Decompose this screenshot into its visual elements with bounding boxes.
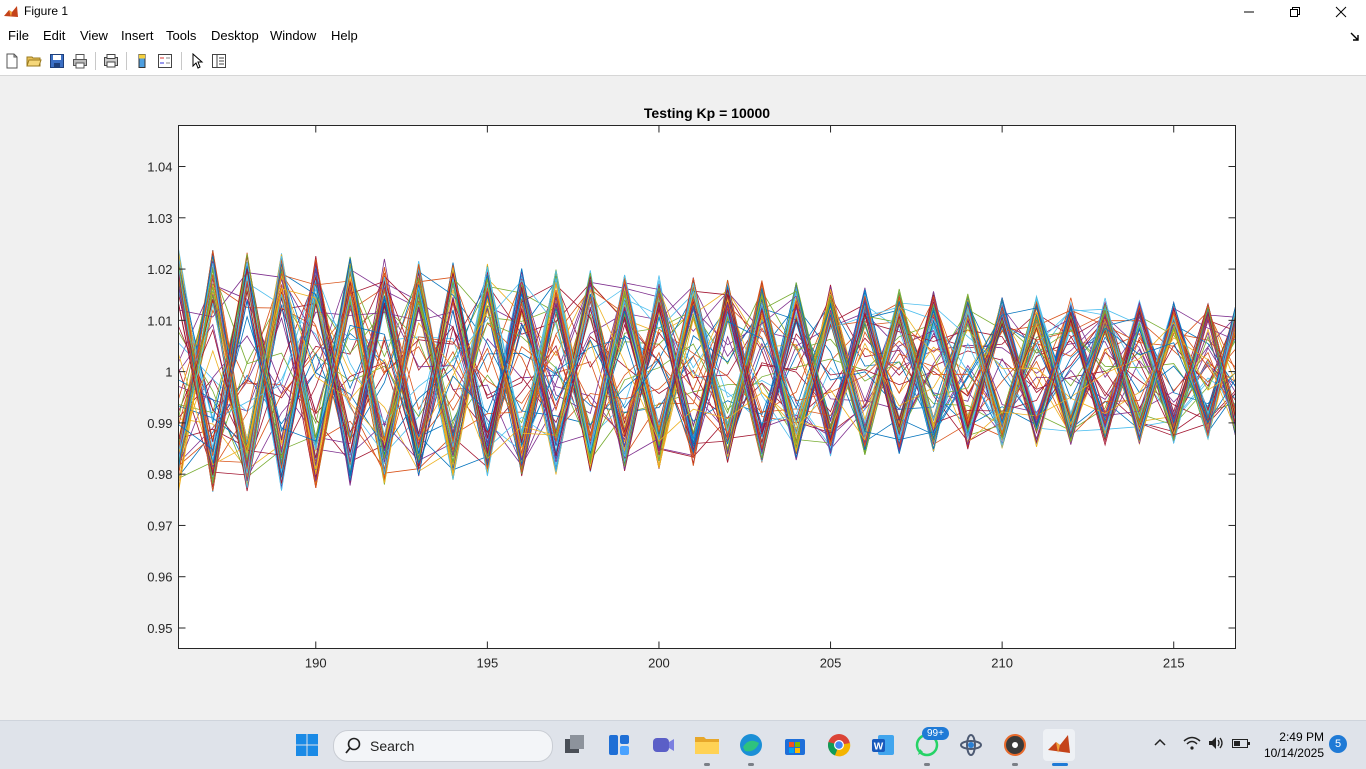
- series-layer: [178, 248, 1236, 493]
- y-tick-label: 0.97: [147, 518, 172, 533]
- open-file-icon[interactable]: [24, 51, 44, 71]
- series-line: [178, 274, 1236, 455]
- edit-plot-icon[interactable]: [187, 51, 207, 71]
- maximize-button[interactable]: [1272, 0, 1318, 24]
- y-tick-label: 1.04: [147, 160, 172, 175]
- ticks-layer: 190 195 200 205 210 215 0.95 0.96 0.97 0.98 0.99 1 1…: [147, 125, 1236, 671]
- y-tick-label: 1: [165, 365, 172, 380]
- app-icon[interactable]: [955, 729, 987, 761]
- axes-box: [178, 125, 1236, 649]
- menu-insert[interactable]: Insert: [121, 28, 154, 43]
- menu-file[interactable]: File: [8, 28, 29, 43]
- series-line: [178, 304, 1236, 464]
- battery-icon[interactable]: [1231, 735, 1251, 756]
- chart-title: Testing Kp = 10000: [644, 105, 770, 121]
- series-line: [178, 275, 1236, 457]
- series-line: [178, 259, 1236, 492]
- system-clock[interactable]: 2:49 PM 10/14/2025: [1258, 729, 1324, 761]
- series-line: [178, 272, 1236, 467]
- y-tick-label: 1.02: [147, 262, 172, 277]
- menu-help[interactable]: Help: [331, 28, 358, 43]
- notification-badge[interactable]: 5: [1329, 735, 1347, 753]
- line-chart[interactable]: Testing Kp = 10000 190 195 200 205 210 215 0.9…: [0, 76, 1366, 720]
- menu-window[interactable]: Window: [270, 28, 317, 43]
- series-line: [178, 272, 1236, 471]
- search-icon: [344, 737, 362, 760]
- colorbar-icon[interactable]: [132, 51, 152, 71]
- search-label: Search: [370, 738, 415, 754]
- toolbar-separator: [181, 52, 182, 70]
- word-icon[interactable]: W: [867, 729, 899, 761]
- teams-icon[interactable]: [647, 729, 679, 761]
- print-preview-icon[interactable]: [101, 51, 121, 71]
- toolbar-separator: [126, 52, 127, 70]
- active-indicator: [1052, 763, 1068, 766]
- title-bar: Figure 1: [0, 0, 1366, 24]
- x-tick-label: 200: [648, 656, 670, 671]
- running-indicator: [1012, 763, 1018, 766]
- whatsapp-badge: 99+: [922, 727, 949, 740]
- x-tick-label: 190: [305, 656, 327, 671]
- wifi-icon[interactable]: [1183, 735, 1201, 756]
- media-icon[interactable]: [999, 729, 1031, 761]
- print-icon[interactable]: [70, 51, 90, 71]
- window-title: Figure 1: [24, 4, 69, 18]
- property-editor-icon[interactable]: [209, 51, 229, 71]
- x-tick-label: 195: [477, 656, 499, 671]
- menu-bar: File Edit View Insert Tools Desktop Wind…: [0, 24, 1366, 47]
- running-indicator: [924, 763, 930, 766]
- close-button[interactable]: [1318, 0, 1364, 24]
- taskbar-search[interactable]: Search: [333, 730, 553, 762]
- x-tick-label: 210: [991, 656, 1013, 671]
- x-tick-label: 205: [820, 656, 842, 671]
- save-icon[interactable]: [47, 51, 67, 71]
- series-line: [178, 272, 1236, 467]
- y-tick-label: 0.95: [147, 621, 172, 636]
- series-line: [178, 256, 1236, 475]
- y-tick-label: 1.03: [147, 211, 172, 226]
- start-icon[interactable]: [291, 729, 323, 761]
- menu-tools[interactable]: Tools: [166, 28, 197, 43]
- running-indicator: [704, 763, 710, 766]
- toolbar-separator: [95, 52, 96, 70]
- task-view-icon[interactable]: [559, 729, 591, 761]
- matlab-icon[interactable]: [1043, 729, 1075, 761]
- chrome-icon[interactable]: [823, 729, 855, 761]
- minimize-button[interactable]: [1226, 0, 1272, 24]
- menu-edit[interactable]: Edit: [43, 28, 66, 43]
- legend-icon[interactable]: [155, 51, 175, 71]
- y-tick-label: 0.98: [147, 467, 172, 482]
- svg-text:W: W: [874, 742, 884, 753]
- series-line: [178, 287, 1236, 466]
- running-indicator: [748, 763, 754, 766]
- y-tick-label: 0.99: [147, 416, 172, 431]
- x-tick-label: 215: [1163, 656, 1185, 671]
- widgets-icon[interactable]: [603, 729, 635, 761]
- new-figure-icon[interactable]: [2, 51, 22, 71]
- dock-figure-icon[interactable]: [1350, 29, 1360, 47]
- y-tick-label: 1.01: [147, 313, 172, 328]
- figure-toolbar: [0, 47, 1366, 76]
- y-tick-label: 0.96: [147, 570, 172, 585]
- matlab-figure-icon: [3, 4, 19, 25]
- clock-date: 10/14/2025: [1263, 746, 1324, 760]
- menu-view[interactable]: View: [80, 28, 108, 43]
- file-explorer-icon[interactable]: [691, 729, 723, 761]
- menu-desktop[interactable]: Desktop: [211, 28, 259, 43]
- edge-icon[interactable]: [735, 729, 767, 761]
- volume-icon[interactable]: [1207, 735, 1225, 756]
- taskbar: Search W 99+: [0, 720, 1366, 769]
- store-icon[interactable]: [779, 729, 811, 761]
- chevron-up-icon[interactable]: [1153, 735, 1167, 754]
- series-line: [178, 256, 1236, 471]
- clock-time: 2:49 PM: [1279, 730, 1324, 744]
